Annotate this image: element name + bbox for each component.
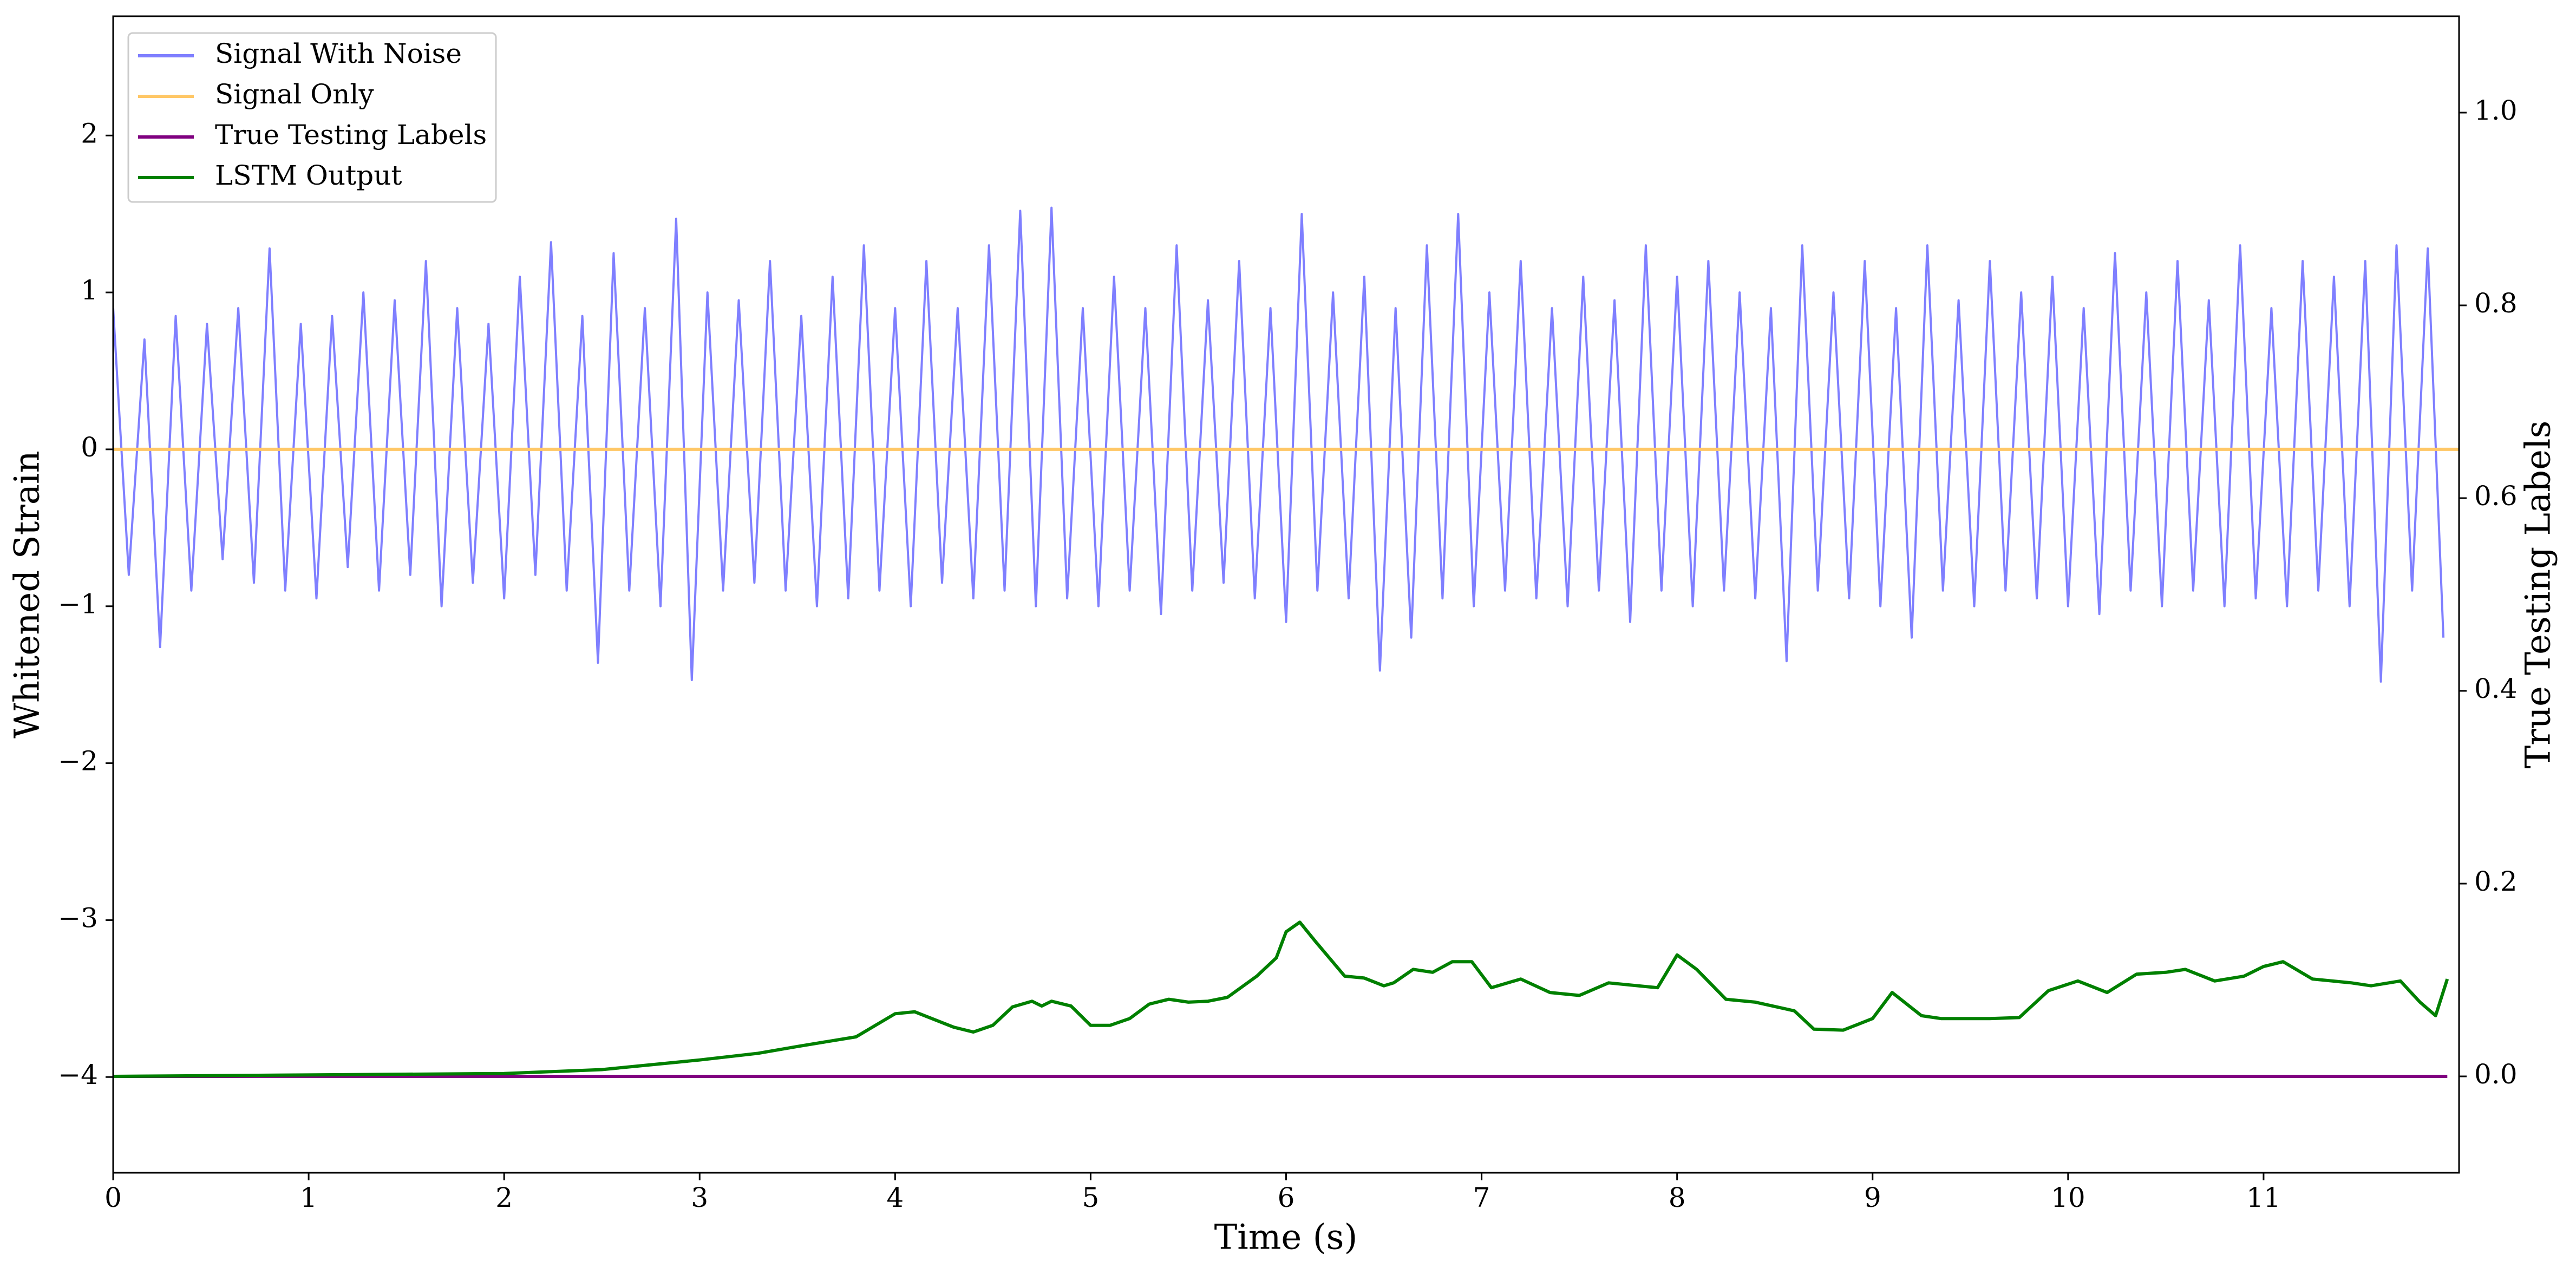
series-line: [113, 206, 2445, 683]
legend-box: [127, 32, 497, 203]
x-tick-label: 3: [691, 1182, 708, 1213]
y2-tick-label: 0.0: [2474, 1059, 2518, 1090]
y-tick-label: −1: [58, 589, 98, 620]
y2-tick-label: 0.2: [2474, 866, 2518, 897]
y-tick-label: −3: [58, 902, 98, 933]
x-tick-label: 0: [104, 1182, 122, 1213]
y2-tick-label: 0.6: [2474, 480, 2518, 512]
legend-label: Signal Only: [215, 79, 374, 110]
legend-label: True Testing Labels: [215, 119, 487, 151]
y-tick-label: 2: [81, 117, 98, 149]
y-tick-label: −2: [58, 746, 98, 777]
y-tick-label: 0: [81, 432, 98, 463]
legend-label: Signal With Noise: [215, 38, 462, 69]
y-tick-label: −4: [58, 1059, 98, 1090]
x-tick-label: 2: [495, 1182, 513, 1213]
x-tick-label: 11: [2246, 1182, 2281, 1213]
x-tick-label: 5: [1082, 1182, 1100, 1213]
plot-area: [113, 206, 2459, 1078]
x-tick-label: 10: [2051, 1182, 2085, 1213]
x-axis-label: Time (s): [1214, 1218, 1358, 1258]
x-tick-label: 4: [886, 1182, 904, 1213]
legend-label: LSTM Output: [215, 160, 402, 191]
x-tick-label: 8: [1669, 1182, 1686, 1213]
y2-tick-label: 0.8: [2474, 288, 2518, 319]
y-tick-label: 1: [81, 275, 98, 306]
y2-axis-label: True Testing Labels: [2519, 421, 2559, 769]
y2-tick-label: 1.0: [2474, 95, 2518, 126]
x-tick-label: 6: [1278, 1182, 1295, 1213]
x-tick-label: 9: [1864, 1182, 1881, 1213]
plot-frame: [112, 15, 2460, 1174]
y-axis-label: Whitened Strain: [8, 450, 48, 738]
x-tick-label: 1: [300, 1182, 317, 1213]
y2-tick-label: 0.4: [2474, 673, 2518, 704]
x-tick-label: 7: [1473, 1182, 1490, 1213]
series-line: [113, 920, 2449, 1078]
